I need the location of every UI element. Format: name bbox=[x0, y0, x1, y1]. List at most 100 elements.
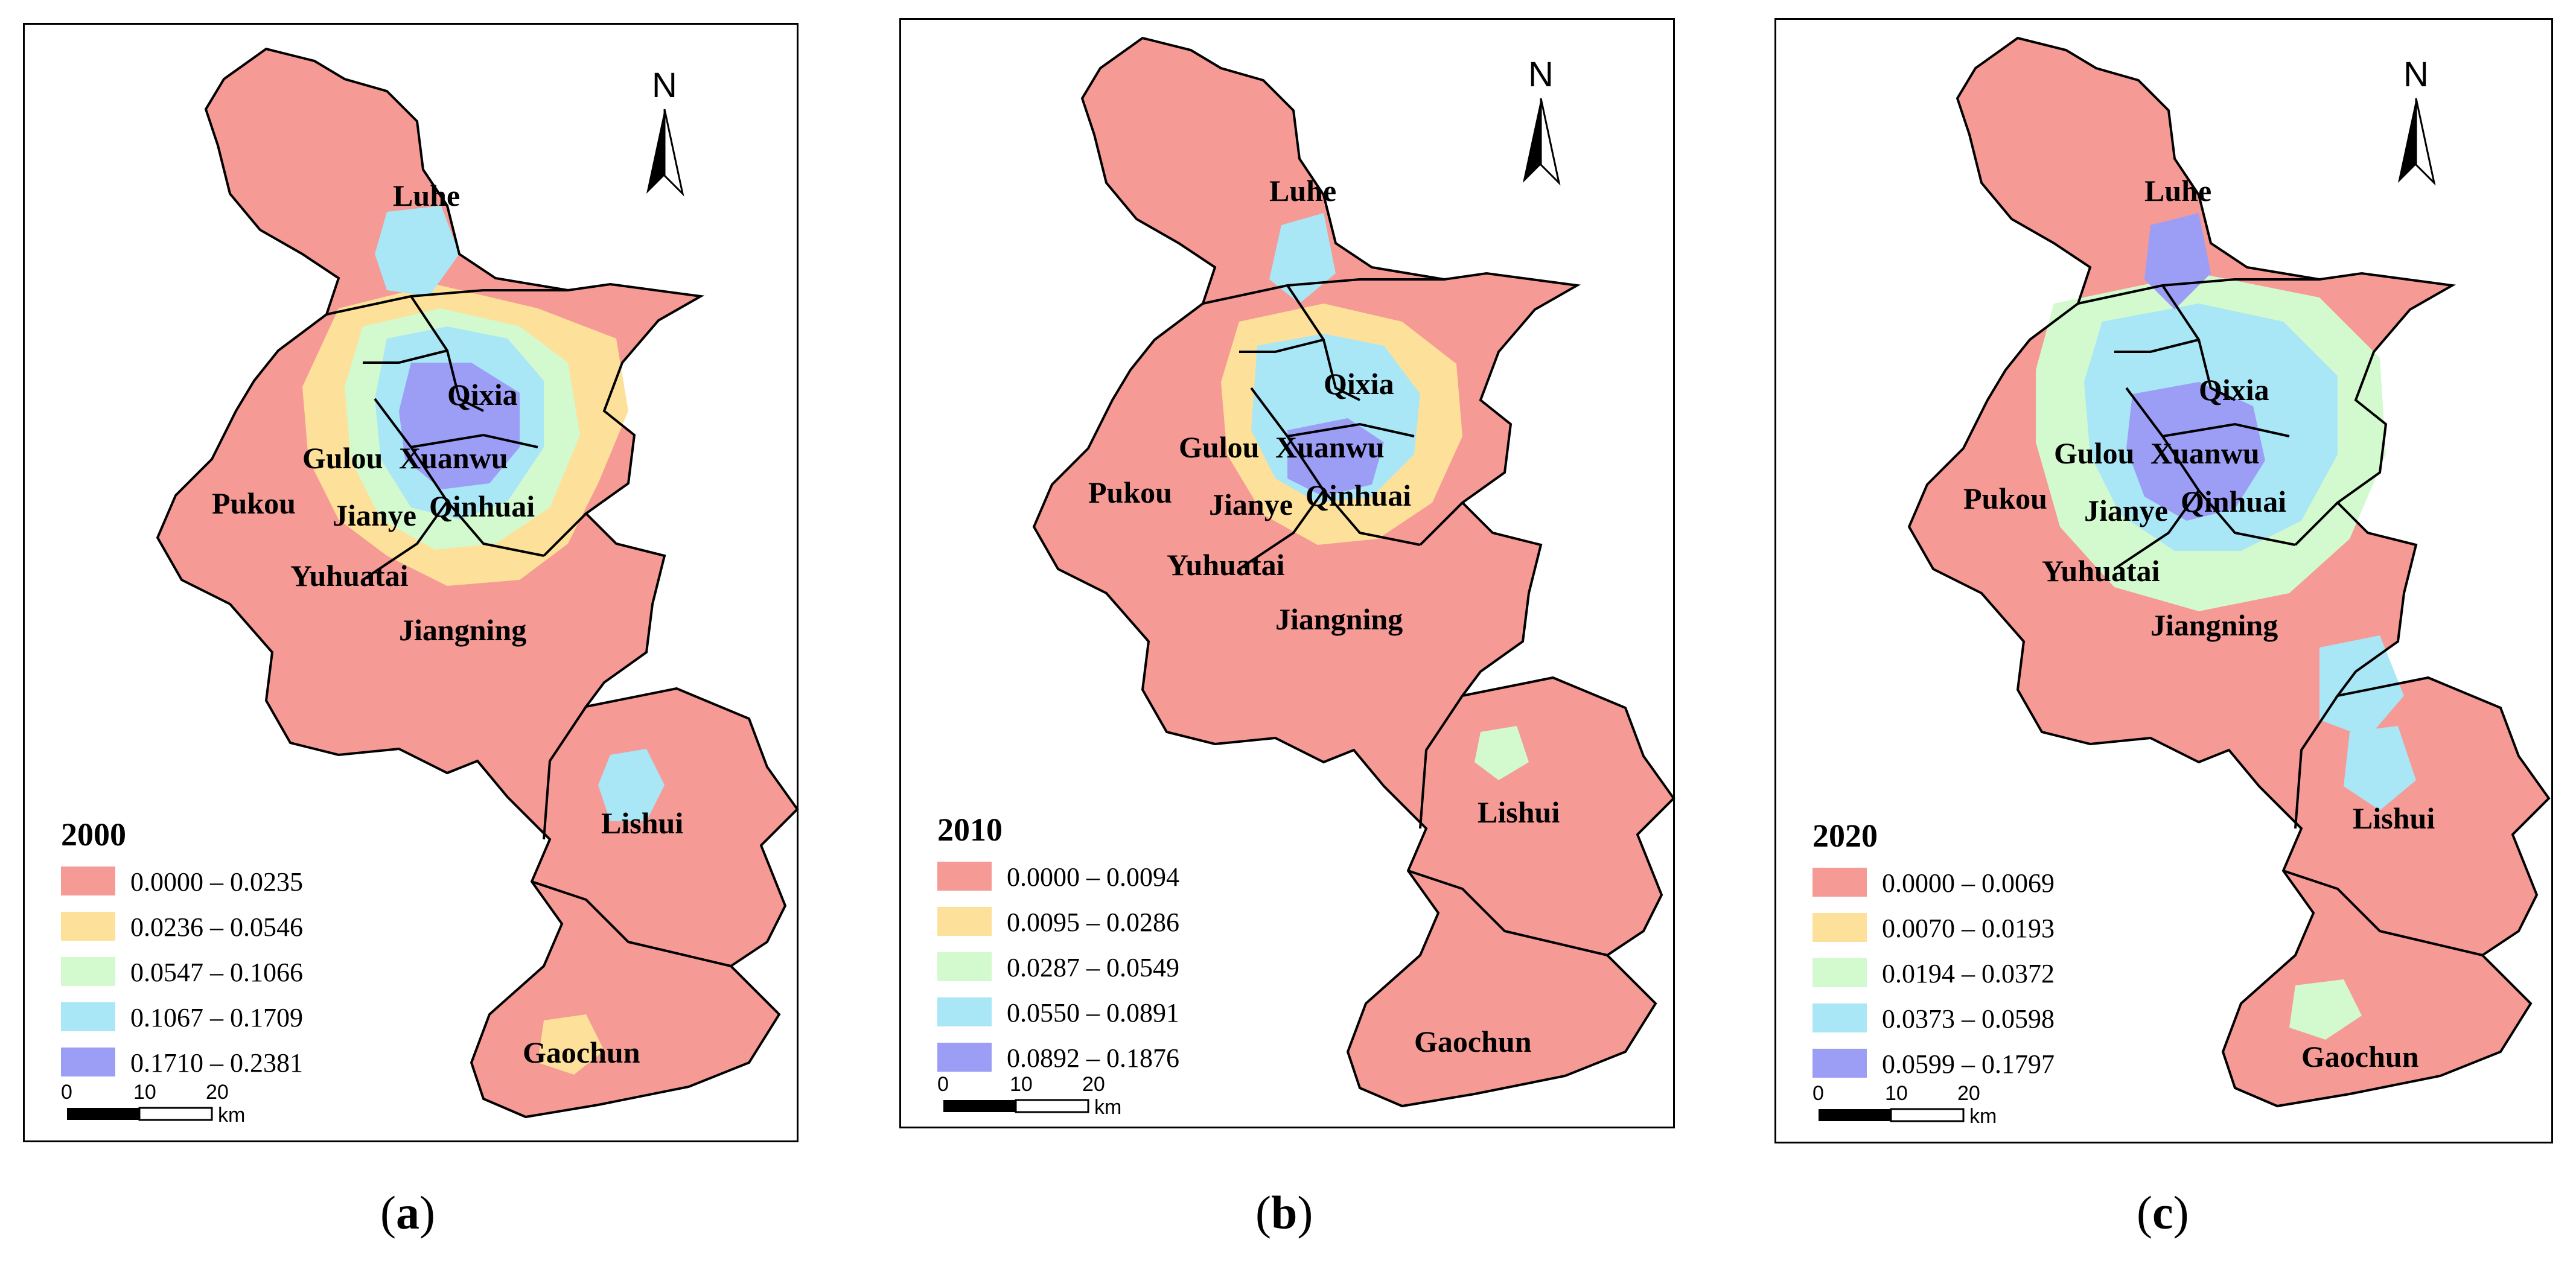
scale-tick-0: 0 bbox=[937, 1073, 949, 1096]
legend-label-5: 0.0892 – 0.1876 bbox=[1007, 1043, 1179, 1073]
north-label: N bbox=[652, 66, 677, 105]
label-qinhuai: Qinhuai bbox=[2181, 485, 2286, 518]
caption-a: (a) bbox=[380, 1186, 435, 1239]
legend-swatch-5 bbox=[1812, 1049, 1867, 1078]
hotspot-core-c bbox=[2126, 382, 2265, 521]
legend-swatch-5 bbox=[937, 1043, 992, 1072]
label-jianye: Jianye bbox=[333, 498, 416, 532]
label-jiangning: Jiangning bbox=[1275, 602, 1403, 636]
legend-swatch-4 bbox=[937, 997, 992, 1026]
label-luhe: Luhe bbox=[1269, 174, 1336, 208]
hotspot-lishui-c bbox=[2344, 726, 2416, 810]
legend-label-4: 0.1067 – 0.1709 bbox=[130, 1003, 303, 1032]
legend-label-4: 0.0373 – 0.0598 bbox=[1882, 1004, 2055, 1034]
legend-label-3: 0.0194 – 0.0372 bbox=[1882, 959, 2055, 988]
nanjing-map-a bbox=[156, 47, 799, 1119]
label-gulou: Gulou bbox=[2054, 436, 2134, 470]
legend-label-1: 0.0000 – 0.0235 bbox=[130, 867, 303, 897]
caption-c-letter: c bbox=[2152, 1186, 2173, 1239]
scale-bar-c: 0 10 20 km bbox=[1812, 1082, 1997, 1128]
label-yuhuatai: Yuhuatai bbox=[2042, 554, 2160, 588]
label-jianye: Jianye bbox=[1209, 488, 1293, 521]
label-luhe: Luhe bbox=[2144, 174, 2211, 208]
caption-a-letter: a bbox=[395, 1186, 419, 1239]
scale-unit: km bbox=[218, 1104, 245, 1127]
caption-b-letter: b bbox=[1270, 1186, 1298, 1239]
legend-swatch-4 bbox=[61, 1002, 115, 1031]
label-qinhuai: Qinhuai bbox=[1306, 479, 1411, 512]
legend-swatch-3 bbox=[61, 957, 115, 986]
district-labels-c: Luhe Qixia Gulou Xuanwu Pukou Jianye Qin… bbox=[1963, 174, 2435, 1073]
map-svg-b: Luhe Qixia Gulou Xuanwu Pukou Jianye Qin… bbox=[937, 36, 1675, 1119]
label-lishui: Lishui bbox=[1478, 795, 1560, 829]
scale-tick-20: 20 bbox=[206, 1081, 229, 1104]
legend-label-2: 0.0095 – 0.0286 bbox=[1007, 908, 1179, 937]
legend-label-5: 0.1710 – 0.2381 bbox=[130, 1048, 303, 1078]
hotspot-north-b bbox=[1269, 213, 1336, 304]
map-panel-b: Luhe Qixia Gulou Xuanwu Pukou Jianye Qin… bbox=[899, 18, 1675, 1128]
label-gulou: Gulou bbox=[302, 441, 383, 475]
district-labels-a: Luhe Qixia Gulou Xuanwu Pukou Jianye Qin… bbox=[212, 179, 683, 1069]
label-jiangning: Jiangning bbox=[2150, 608, 2278, 642]
scale-tick-0: 0 bbox=[61, 1081, 72, 1104]
scale-unit: km bbox=[1094, 1096, 1121, 1119]
north-arrow-icon bbox=[1523, 98, 1541, 183]
hotspot-south-c bbox=[2319, 635, 2404, 738]
legend-a: 2000 0.0000 – 0.0235 0.0236 – 0.0546 0.0… bbox=[61, 816, 303, 1078]
label-pukou: Pukou bbox=[1963, 482, 2047, 515]
nanjing-map-c bbox=[1907, 36, 2551, 1108]
label-qixia: Qixia bbox=[447, 378, 518, 412]
legend-swatch-2 bbox=[937, 907, 992, 936]
north-label: N bbox=[1528, 55, 1554, 94]
label-gulou: Gulou bbox=[1179, 430, 1259, 464]
region-base-b bbox=[1034, 38, 1674, 1106]
scale-tick-0: 0 bbox=[1812, 1082, 1824, 1105]
region-outline-c bbox=[1907, 36, 2551, 1108]
north-arrow-a: N bbox=[646, 66, 684, 197]
legend-year: 2020 bbox=[1812, 818, 1878, 854]
legend-label-2: 0.0070 – 0.0193 bbox=[1882, 914, 2055, 943]
map-panel-c: Luhe Qixia Gulou Xuanwu Pukou Jianye Qin… bbox=[1774, 18, 2553, 1143]
scale-unit: km bbox=[1969, 1105, 1997, 1128]
hotspot-core-b bbox=[1287, 418, 1384, 497]
scale-tick-20: 20 bbox=[1957, 1082, 1980, 1105]
legend-label-1: 0.0000 – 0.0069 bbox=[1882, 868, 2055, 898]
north-arrow-icon bbox=[646, 109, 665, 194]
label-qinhuai: Qinhuai bbox=[429, 489, 535, 523]
north-arrow-c: N bbox=[2398, 55, 2436, 186]
north-label: N bbox=[2403, 55, 2429, 94]
label-lishui: Lishui bbox=[601, 806, 683, 840]
legend-swatch-3 bbox=[1812, 958, 1867, 987]
hotspot-lishui-a bbox=[598, 749, 665, 821]
map-svg-a: Luhe Qixia Gulou Xuanwu Pukou Jianye Qin… bbox=[61, 47, 799, 1127]
label-lishui: Lishui bbox=[2353, 801, 2435, 835]
north-arrow-icon bbox=[2398, 98, 2416, 183]
district-boundaries-b bbox=[1202, 278, 1608, 956]
hotspot-north-a bbox=[375, 206, 459, 296]
district-boundaries-c bbox=[2077, 278, 2483, 956]
district-boundaries-a bbox=[326, 289, 732, 967]
region-outline-a bbox=[156, 47, 799, 1119]
label-pukou: Pukou bbox=[1088, 475, 1172, 509]
hotspot-gaochun-a bbox=[538, 1014, 604, 1075]
label-yuhuatai: Yuhuatai bbox=[1167, 548, 1285, 582]
legend-swatch-3 bbox=[937, 952, 992, 981]
label-gaochun: Gaochun bbox=[2301, 1040, 2419, 1073]
label-luhe: Luhe bbox=[393, 179, 460, 212]
district-labels-b: Luhe Qixia Gulou Xuanwu Pukou Jianye Qin… bbox=[1088, 174, 1560, 1058]
legend-year: 2010 bbox=[937, 812, 1003, 848]
scale-tick-10: 10 bbox=[133, 1081, 156, 1104]
hotspot-core-a bbox=[399, 363, 520, 489]
legend-label-3: 0.0547 – 0.1066 bbox=[130, 958, 303, 987]
legend-swatch-2 bbox=[61, 912, 115, 941]
scale-tick-20: 20 bbox=[1082, 1073, 1105, 1096]
scale-tick-10: 10 bbox=[1885, 1082, 1908, 1105]
label-xuanwu: Xuanwu bbox=[1275, 430, 1385, 464]
north-arrow-b: N bbox=[1523, 55, 1561, 186]
nanjing-map-b bbox=[1032, 36, 1675, 1108]
legend-swatch-1 bbox=[61, 867, 115, 895]
legend-year: 2000 bbox=[61, 816, 126, 853]
scale-bar-a: 0 10 20 km bbox=[61, 1081, 245, 1127]
caption-c: (c) bbox=[2137, 1186, 2189, 1239]
legend-label-2: 0.0236 – 0.0546 bbox=[130, 912, 303, 942]
